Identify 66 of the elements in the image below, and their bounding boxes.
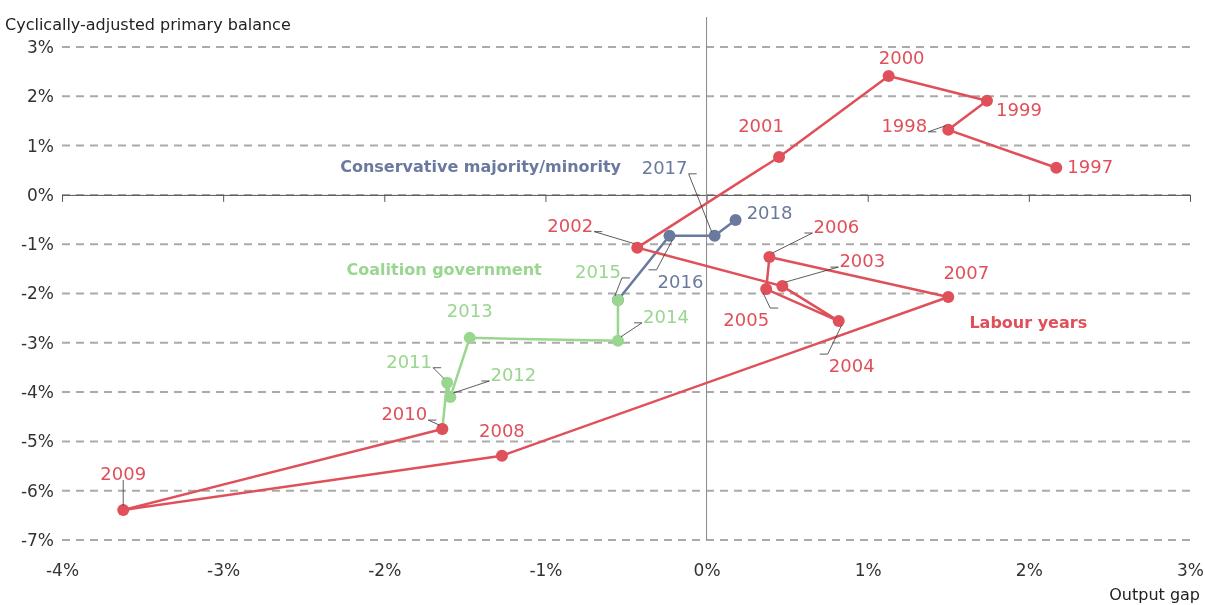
x-tick-label: -3% (207, 560, 241, 581)
annotation: 2000 (878, 47, 925, 69)
point (773, 150, 786, 163)
annotation: 2017 (641, 157, 688, 179)
annotation: 2018 (746, 202, 793, 224)
annotation: 2002 (547, 214, 594, 236)
point (942, 290, 955, 303)
y-tick-label: -3% (20, 332, 54, 353)
point (495, 449, 508, 462)
annotation: 1997 (1067, 156, 1114, 178)
annotation: 2004 (828, 355, 875, 377)
point (760, 283, 773, 296)
annotation: 2015 (575, 261, 621, 283)
y-tick-label: 2% (27, 86, 54, 107)
y-tick-label: 1% (27, 135, 54, 156)
point (763, 251, 776, 264)
point (776, 280, 789, 293)
annotation: 2005 (723, 309, 770, 331)
y-tick-label: 3% (27, 36, 54, 57)
annotation: 2012 (490, 364, 537, 386)
y-tick-label: -6% (20, 480, 54, 501)
point (463, 331, 476, 344)
annotation: 1999 (996, 99, 1042, 121)
point (980, 94, 993, 107)
y-tick-label: -1% (20, 234, 54, 255)
annotation: 2011 (386, 351, 433, 373)
annotation: 2009 (100, 463, 147, 485)
text: Conservative majority/minority (340, 157, 622, 177)
annotation: 2003 (839, 250, 886, 272)
y-axis-title: Cyclically-adjusted primary balance (5, 15, 291, 34)
annotation: 2006 (813, 216, 860, 238)
point (882, 70, 895, 83)
y-tick-label: -7% (20, 529, 54, 550)
annotation: 2014 (643, 306, 689, 328)
point (1050, 161, 1063, 174)
point (663, 229, 676, 242)
point (729, 214, 742, 227)
x-tick-label: -1% (529, 560, 563, 581)
text: Coalition government (346, 260, 543, 280)
y-tick-label: -2% (20, 283, 54, 304)
annotation: 2016 (657, 271, 704, 293)
point (832, 315, 845, 328)
x-tick-label: 0% (693, 560, 721, 581)
point (942, 123, 955, 136)
point (708, 229, 721, 242)
annotation: 2010 (381, 403, 428, 425)
point (611, 334, 624, 347)
annotation: 2001 (738, 115, 784, 137)
y-tick-label: -4% (20, 382, 54, 403)
x-tick-label: 2% (1015, 560, 1043, 581)
annotation: 2007 (943, 262, 990, 284)
x-tick-label: 3% (1177, 560, 1204, 581)
y-tick-label: -5% (20, 431, 54, 452)
annotation: 2008 (479, 420, 525, 441)
annotation: 1998 (881, 115, 928, 137)
x-axis-title: Output gap (1109, 585, 1200, 604)
x-tick-label: 1% (854, 560, 882, 581)
point (441, 376, 454, 389)
point (117, 503, 130, 516)
x-tick-label: -2% (368, 560, 402, 581)
y-tick-label: 0% (27, 184, 54, 205)
series-label: Labour years (969, 312, 1088, 332)
x-tick-label: -4% (45, 560, 80, 581)
point (444, 391, 457, 404)
point (631, 241, 644, 254)
annotation: 2013 (446, 300, 493, 322)
